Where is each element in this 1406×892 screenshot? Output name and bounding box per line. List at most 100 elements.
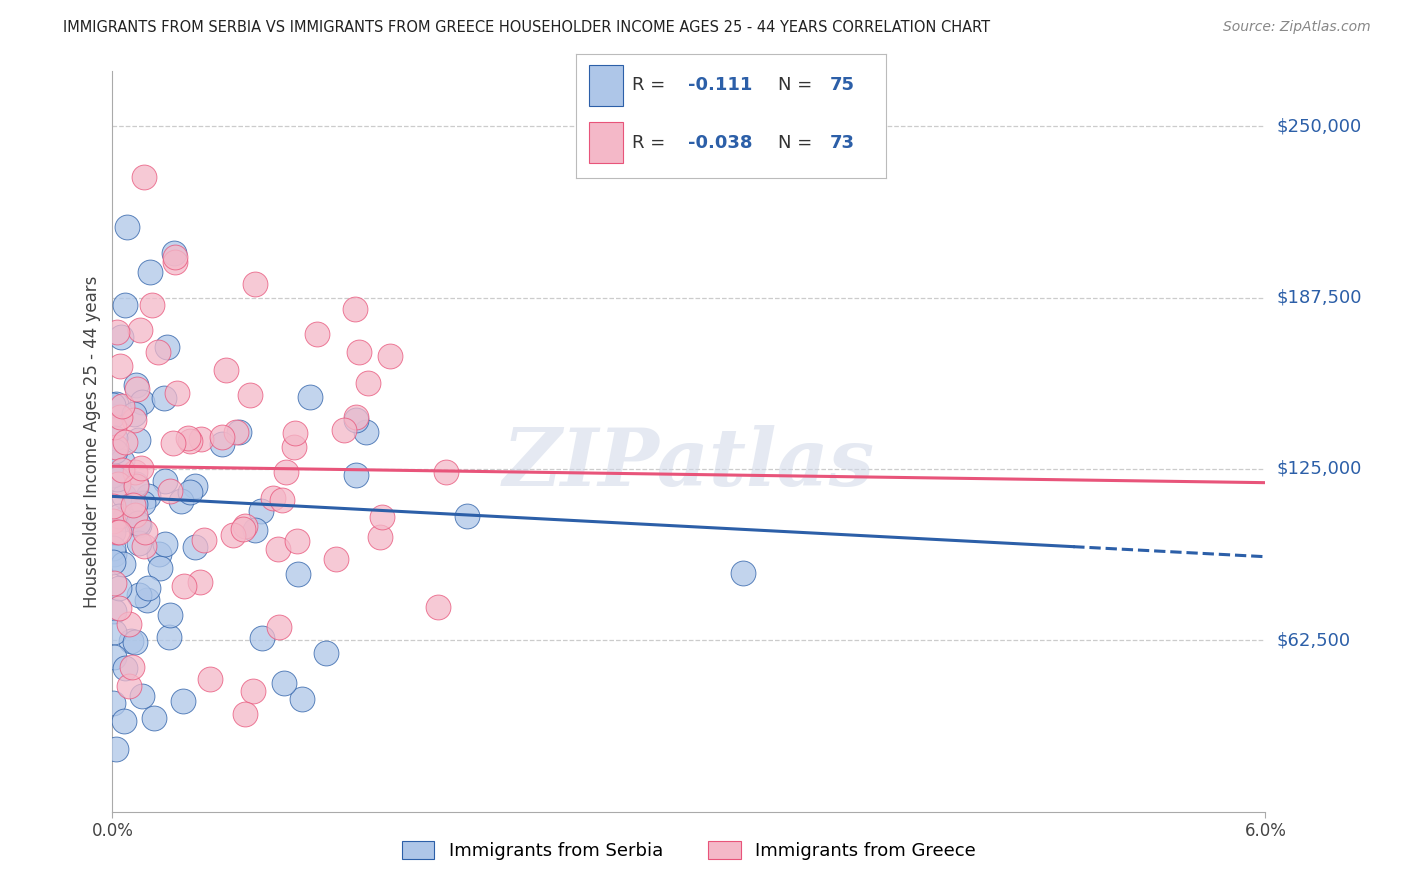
Point (124, 508, 146, 522)
Point (112, 714, 135, 729)
Text: N =: N = (778, 77, 817, 95)
Point (122, 407, 145, 421)
Point (333, 423, 356, 437)
Point (136, 489, 159, 503)
Point (149, 560, 172, 574)
Point (155, 340, 177, 354)
Point (245, 523, 267, 537)
Text: -0.111: -0.111 (688, 77, 752, 95)
Point (239, 388, 262, 402)
Point (188, 574, 211, 589)
Point (267, 542, 290, 557)
Point (157, 630, 180, 644)
Point (153, 474, 176, 488)
Point (211, 436, 233, 450)
Point (103, 624, 125, 639)
Point (127, 516, 149, 530)
Text: ZIPatlas: ZIPatlas (503, 425, 875, 502)
Point (121, 660, 143, 674)
Point (101, 398, 124, 412)
Point (103, 649, 125, 664)
Point (108, 600, 131, 615)
Text: IMMIGRANTS FROM SERBIA VS IMMIGRANTS FROM GREECE HOUSEHOLDER INCOME AGES 25 - 44: IMMIGRANTS FROM SERBIA VS IMMIGRANTS FRO… (63, 20, 990, 35)
Point (153, 391, 176, 405)
Point (114, 660, 136, 674)
Point (347, 344, 370, 359)
Point (131, 394, 153, 409)
Point (344, 468, 367, 483)
Point (344, 412, 367, 426)
Point (731, 566, 754, 580)
Point (190, 432, 212, 446)
Point (124, 497, 146, 511)
Point (163, 246, 186, 260)
Point (103, 514, 125, 528)
Point (276, 465, 298, 479)
Point (129, 324, 152, 338)
Point (104, 441, 127, 455)
Point (354, 425, 377, 440)
Point (103, 576, 125, 591)
Point (124, 635, 146, 649)
Point (122, 498, 145, 512)
Point (225, 425, 247, 439)
Text: R =: R = (633, 77, 671, 95)
Point (357, 376, 380, 390)
Point (184, 479, 207, 493)
Point (273, 676, 295, 690)
Point (159, 483, 181, 498)
Point (127, 434, 149, 448)
Point (163, 251, 186, 265)
Point (118, 679, 141, 693)
Point (370, 530, 392, 544)
Text: 75: 75 (830, 77, 855, 95)
Point (128, 518, 150, 533)
Point (131, 689, 153, 703)
Point (232, 522, 254, 536)
Point (198, 672, 221, 686)
Point (128, 535, 150, 549)
Point (250, 631, 273, 645)
Text: Source: ZipAtlas.com: Source: ZipAtlas.com (1223, 20, 1371, 34)
Point (108, 508, 131, 523)
Point (103, 420, 125, 434)
Point (122, 413, 145, 427)
Point (101, 696, 124, 710)
Point (315, 646, 337, 660)
Point (162, 436, 184, 450)
Point (285, 533, 308, 548)
Point (112, 511, 135, 525)
Legend: Immigrants from Serbia, Immigrants from Greece: Immigrants from Serbia, Immigrants from … (392, 832, 986, 870)
Point (124, 477, 146, 491)
Text: N =: N = (778, 134, 817, 152)
Point (172, 693, 194, 707)
Point (110, 454, 132, 468)
Point (101, 524, 124, 539)
Point (371, 510, 394, 524)
Point (103, 547, 125, 561)
Text: $62,500: $62,500 (1277, 632, 1351, 649)
Point (165, 255, 187, 269)
Point (325, 552, 347, 566)
Point (110, 330, 132, 344)
Point (111, 557, 134, 571)
Point (132, 495, 155, 509)
Point (245, 277, 267, 292)
Point (343, 301, 366, 316)
Point (120, 633, 142, 648)
Point (211, 430, 233, 444)
Point (103, 555, 125, 569)
Point (108, 525, 131, 540)
Point (105, 472, 128, 486)
Point (267, 620, 290, 634)
Point (105, 741, 128, 756)
Point (426, 599, 449, 614)
Point (128, 588, 150, 602)
Point (105, 325, 128, 339)
Point (173, 579, 195, 593)
Point (103, 604, 125, 618)
Y-axis label: Householder Income Ages 25 - 44 years: Householder Income Ages 25 - 44 years (83, 276, 101, 607)
Point (222, 527, 245, 541)
Point (110, 399, 132, 413)
Point (283, 440, 305, 454)
